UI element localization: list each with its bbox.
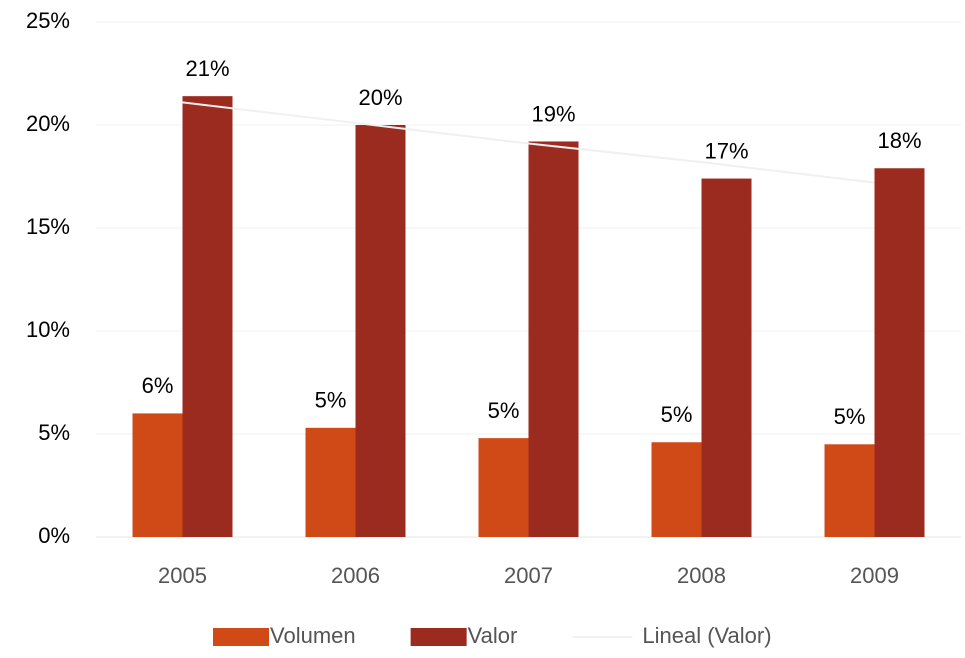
bar <box>824 444 875 537</box>
y-tick-label: 25% <box>26 8 70 33</box>
x-tick-label: 2008 <box>677 563 726 588</box>
data-label: 20% <box>358 85 402 110</box>
y-tick-label: 10% <box>26 317 70 342</box>
trend-line <box>182 101 875 184</box>
x-tick-label: 2007 <box>504 563 553 588</box>
y-tick-label: 15% <box>26 214 70 239</box>
data-label: 17% <box>704 138 748 163</box>
legend-label: Volumen <box>270 623 356 648</box>
data-label: 18% <box>877 128 921 153</box>
x-tick-label: 2009 <box>850 563 899 588</box>
bar <box>528 141 579 538</box>
x-tick-label: 2006 <box>331 563 380 588</box>
bar <box>478 438 529 537</box>
legend-swatch <box>213 628 269 646</box>
bar <box>874 168 925 537</box>
bar <box>182 96 233 537</box>
x-tick-label: 2005 <box>158 563 207 588</box>
y-tick-label: 0% <box>38 523 70 548</box>
data-label: 19% <box>531 101 575 126</box>
legend-swatch <box>410 628 467 646</box>
y-tick-label: 5% <box>38 420 70 445</box>
bar <box>355 125 406 537</box>
y-tick-label: 20% <box>26 111 70 136</box>
data-label: 5% <box>661 402 693 427</box>
data-label: 21% <box>185 56 229 81</box>
data-label: 5% <box>315 388 347 413</box>
bar <box>305 427 356 537</box>
data-label: 5% <box>488 398 520 423</box>
legend-label: Valor <box>468 623 518 648</box>
data-label: 6% <box>142 373 174 398</box>
bar <box>651 442 702 537</box>
bar <box>701 178 752 537</box>
bar <box>132 413 183 537</box>
data-label: 5% <box>834 404 866 429</box>
legend-label: Lineal (Valor) <box>642 623 771 648</box>
